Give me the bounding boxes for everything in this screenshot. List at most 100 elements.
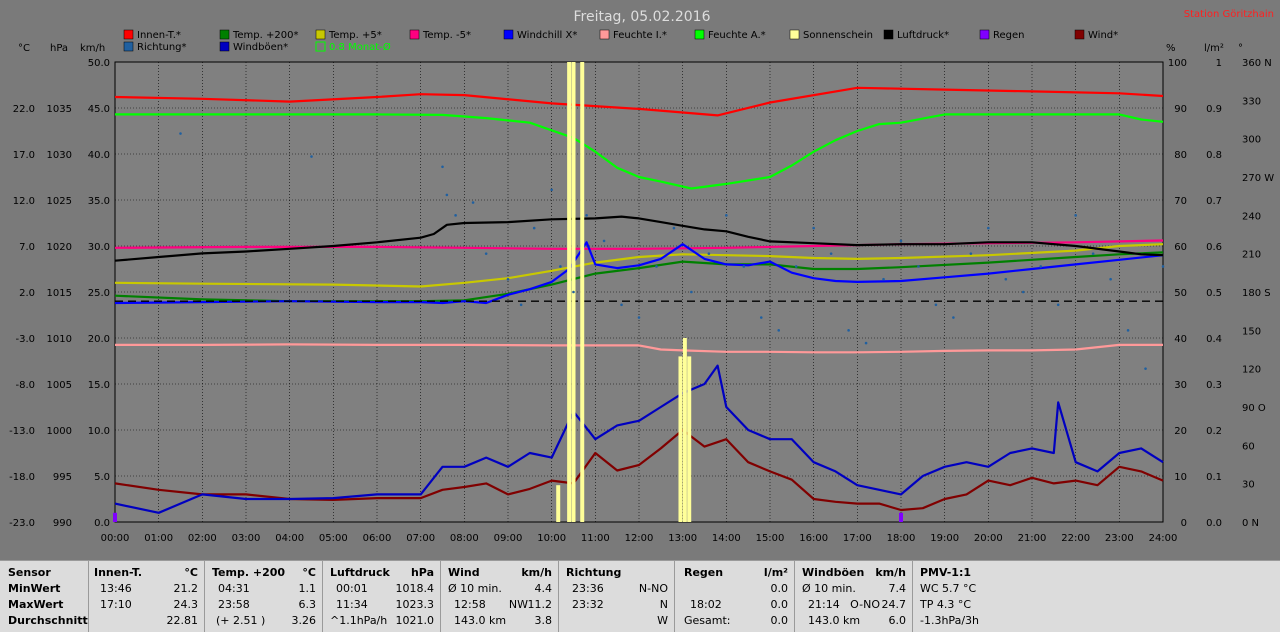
x-tick-label: 16:00 <box>799 533 828 544</box>
legend-label-windb-en: Windböen* <box>233 42 288 53</box>
series-windb-en-line <box>114 364 1164 514</box>
series-richtung-point <box>620 303 623 307</box>
humidity-tick-label: 40 <box>1174 334 1187 345</box>
legend-swatch-richtung <box>123 41 134 52</box>
series-richtung-point <box>847 329 850 332</box>
min-label: MinWert <box>8 582 61 595</box>
wind_kmh-tick-label: 10.0 <box>88 426 110 437</box>
x-tick-label: 23:00 <box>1105 533 1134 544</box>
series-luftdruck-line <box>114 215 1164 262</box>
series-wind-line <box>114 428 1164 512</box>
windboeen-distance: 143.0 km <box>808 614 861 627</box>
series-richtung-point <box>572 290 575 294</box>
series-regen-bar <box>113 512 117 522</box>
summary-col-pmv: PMV-1:1 WC 5.7 °C TP 4.3 °C -1.3hPa/3h <box>912 561 1280 632</box>
temp_c-tick-label: 2.0 <box>19 288 35 299</box>
temp200-avg-value: 3.26 <box>291 614 317 627</box>
wind_kmh-tick-label: 30.0 <box>88 242 110 253</box>
legend-swatch-innen-t <box>123 29 134 40</box>
luftdruck-header: Luftdruck <box>330 566 390 579</box>
legend-label-0-8-monat: 0.8 Monat-Ø <box>329 41 391 53</box>
humidity-tick-label: 10 <box>1174 472 1187 483</box>
pressure-tick-label: 1025 <box>47 196 72 207</box>
legend-swatch-sonnenschein <box>789 29 800 40</box>
wind_kmh-tick-label: 0.0 <box>94 518 110 529</box>
luftdruck-min-value: 1018.4 <box>395 582 435 595</box>
innen-avg-value: 22.81 <box>166 614 199 627</box>
temp_c-tick-label: -18.0 <box>9 472 35 483</box>
pressure-tick-label: 1015 <box>47 288 72 299</box>
x-tick-label: 07:00 <box>406 533 435 544</box>
legend-label-wind: Wind* <box>1088 30 1118 41</box>
x-tick-label: 00:00 <box>101 533 130 544</box>
luftdruck-min-time: 00:01 <box>336 582 368 595</box>
legend-swatch-wind <box>1074 29 1085 40</box>
temp_c-tick-label: -3.0 <box>15 334 35 345</box>
x-tick-label: 03:00 <box>232 533 261 544</box>
legend-swatch-feuchte-i <box>599 29 610 40</box>
humidity-tick-label: 100 <box>1168 58 1187 69</box>
series-richtung-point <box>759 316 763 319</box>
legend-label-windchill-x: Windchill X* <box>517 30 577 41</box>
x-tick-label: 08:00 <box>450 533 479 544</box>
regen-total-value: 0.0 <box>770 614 789 627</box>
series-richtung-point <box>690 290 693 294</box>
x-tick-label: 06:00 <box>363 533 392 544</box>
richtung-r1-value: N-NO <box>638 582 668 595</box>
wind-distance: 143.0 km <box>454 614 507 627</box>
series-richtung-point <box>1039 265 1043 268</box>
series-sonnenschein-bar <box>580 62 585 522</box>
unit-hpa: hPa <box>50 43 68 54</box>
humidity-tick-label: 70 <box>1174 196 1187 207</box>
luftdruck-unit: hPa <box>410 566 434 579</box>
x-tick-label: 05:00 <box>319 533 348 544</box>
summary-col-temp200: Temp. +200 °C 04:31 1.1 23:58 6.3 (+ 2.51 )… <box>204 561 323 632</box>
series-richtung-point <box>829 252 833 255</box>
summary-col-windboeen: Windböen km/h Ø 10 min. 7.4 21:14 O-NO 24.7 … <box>794 561 913 632</box>
series-richtung-point <box>454 214 457 217</box>
windboeen-max-value: 24.7 <box>881 598 907 611</box>
series-richtung-point <box>1144 367 1147 370</box>
x-tick-label: 14:00 <box>712 533 741 544</box>
luftdruck-max-value: 1023.3 <box>395 598 435 611</box>
series-richtung-point <box>1021 290 1025 294</box>
wind_kmh-tick-label: 5.0 <box>94 472 110 483</box>
windboeen-unit: km/h <box>875 566 906 579</box>
x-tick-label: 04:00 <box>275 533 304 544</box>
rain-tick-label: 0.8 <box>1206 150 1222 161</box>
series-sonnenschein-bar <box>678 356 683 522</box>
x-tick-label: 15:00 <box>756 533 785 544</box>
series-richtung-point <box>532 226 536 230</box>
series-richtung-point <box>1004 277 1008 281</box>
rain-tick-label: 0.3 <box>1206 380 1222 391</box>
wind-avg-value: 3.8 <box>534 614 553 627</box>
pressure-tick-label: 995 <box>53 472 72 483</box>
windboeen-avg10-value: 7.4 <box>888 582 907 595</box>
wind-header: Wind <box>448 566 480 579</box>
temp200-max-time: 23:58 <box>218 598 250 611</box>
innen-min-value: 21.2 <box>173 582 199 595</box>
legend-swatch-windb-en <box>219 41 230 52</box>
humidity-tick-label: 80 <box>1174 150 1187 161</box>
series-richtung-point <box>969 252 973 255</box>
direction-tick-label: 330 <box>1242 96 1261 107</box>
legend-label-sonnenschein: Sonnenschein <box>803 30 873 41</box>
pressure-tick-label: 1035 <box>47 104 72 115</box>
rain-tick-label: 0.7 <box>1206 196 1222 207</box>
rain-tick-label: 0.2 <box>1206 426 1222 437</box>
wind-avg10-value: 4.4 <box>534 582 553 595</box>
temp200-min-value: 1.1 <box>298 582 317 595</box>
series-richtung-point <box>725 214 728 217</box>
luftdruck-avg-value: 1021.0 <box>395 614 435 627</box>
legend-label-feuchte-i: Feuchte I.* <box>613 30 667 41</box>
legend-label-regen: Regen <box>993 30 1025 41</box>
humidity-tick-label: 0 <box>1181 518 1187 529</box>
rain-tick-label: 0.5 <box>1206 288 1222 299</box>
x-tick-label: 24:00 <box>1149 533 1178 544</box>
wind-max-direction: NW <box>508 598 528 611</box>
x-tick-label: 18:00 <box>887 533 916 544</box>
series-sonnenschein-bar <box>556 485 561 522</box>
legend-swatch-regen <box>979 29 990 40</box>
series-richtung-point <box>742 265 746 268</box>
richtung-r2-time: 23:32 <box>572 598 604 611</box>
